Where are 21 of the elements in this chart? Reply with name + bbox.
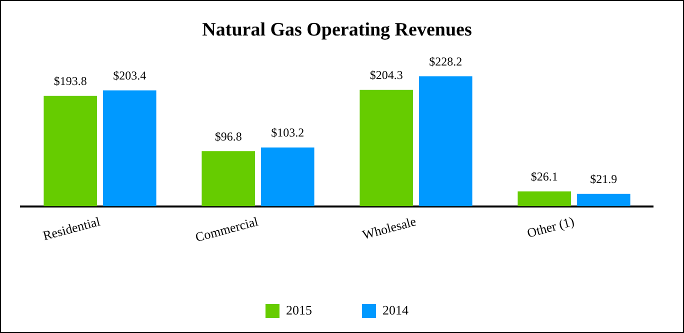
- data-label: $96.8: [214, 129, 242, 144]
- chart-title: Natural Gas Operating Revenues: [202, 19, 472, 40]
- bar: [418, 76, 472, 206]
- bar: [518, 191, 572, 206]
- data-label: $204.3: [370, 68, 403, 82]
- data-label: $103.2: [271, 126, 304, 140]
- data-label: $26.1: [530, 170, 558, 184]
- data-label: $203.4: [113, 68, 146, 83]
- bar: [102, 90, 156, 206]
- bar: [44, 96, 98, 206]
- data-label: $228.2: [429, 54, 462, 68]
- x-tick-label: Wholesale: [360, 213, 418, 242]
- bar: [576, 194, 630, 206]
- bar: [360, 90, 414, 206]
- data-label: $21.9: [590, 172, 618, 186]
- legend-label: 2014: [382, 302, 409, 318]
- x-tick-label: Other (1): [525, 214, 576, 240]
- legend-label: 2015: [286, 302, 312, 318]
- data-label: $193.8: [54, 74, 87, 88]
- bar: [202, 151, 256, 206]
- bar: [260, 147, 314, 206]
